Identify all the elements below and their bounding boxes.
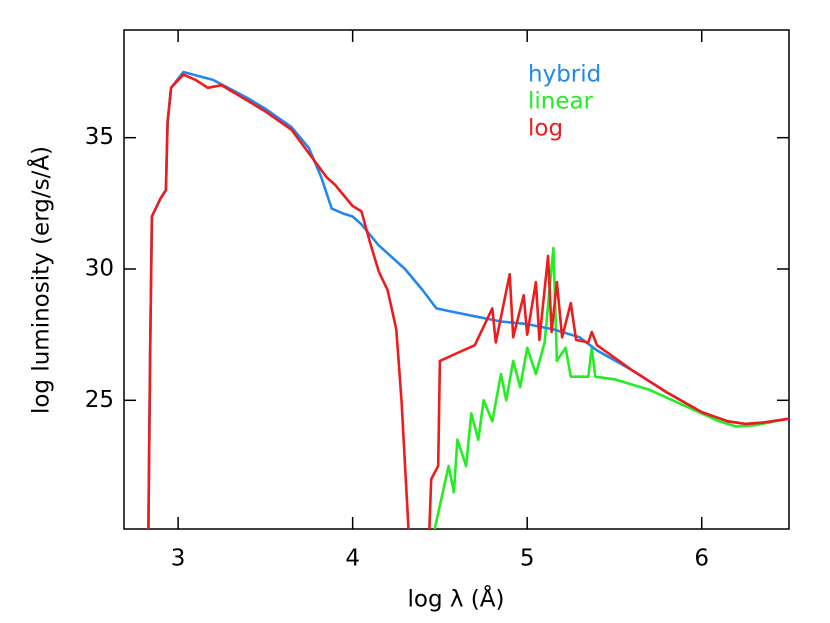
series-line bbox=[147, 70, 789, 529]
x-tick-label: 4 bbox=[345, 546, 360, 572]
y-tick-label: 30 bbox=[85, 255, 114, 281]
plot-frame bbox=[123, 29, 790, 530]
y-axis-label: log luminosity (erg/s/Å) bbox=[27, 146, 55, 414]
x-tick-label: 5 bbox=[520, 546, 535, 572]
legend-entry: hybrid bbox=[528, 62, 601, 88]
legend-entry: log bbox=[528, 116, 563, 142]
y-tick-label: 25 bbox=[85, 387, 114, 413]
series-line bbox=[147, 73, 789, 529]
legend-entry: linear bbox=[528, 89, 594, 115]
x-axis-label: log λ (Å) bbox=[408, 585, 505, 613]
x-tick-label: 6 bbox=[694, 546, 709, 572]
x-tick-label: 3 bbox=[171, 546, 186, 572]
y-tick-label: 35 bbox=[85, 124, 114, 150]
series-line bbox=[433, 246, 789, 529]
